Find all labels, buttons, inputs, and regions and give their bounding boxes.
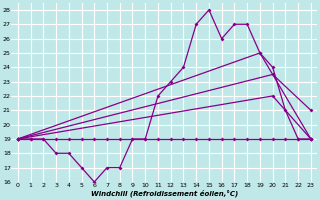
X-axis label: Windchill (Refroidissement éolien,°C): Windchill (Refroidissement éolien,°C) [91,190,238,197]
